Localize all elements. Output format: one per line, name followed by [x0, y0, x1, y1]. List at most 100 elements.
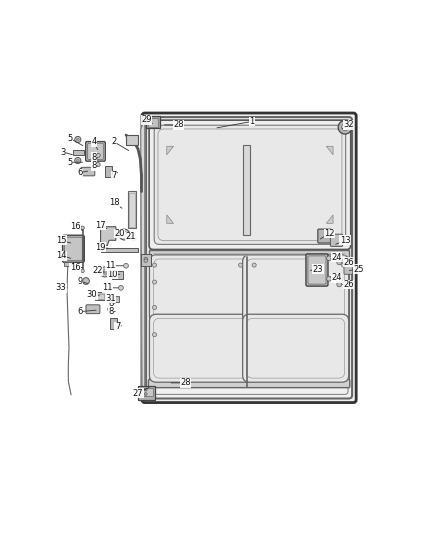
FancyBboxPatch shape — [86, 142, 105, 161]
Bar — [139, 388, 153, 397]
Bar — [138, 386, 155, 400]
Bar — [141, 254, 152, 266]
Bar — [74, 150, 84, 156]
Bar — [101, 248, 138, 252]
Text: 26: 26 — [343, 280, 354, 289]
Text: 18: 18 — [109, 198, 120, 207]
Text: 8: 8 — [91, 152, 96, 161]
FancyBboxPatch shape — [149, 120, 351, 249]
Bar — [126, 135, 138, 146]
Circle shape — [152, 263, 157, 267]
Bar — [112, 271, 123, 279]
Circle shape — [102, 270, 107, 274]
Text: 24: 24 — [331, 253, 342, 262]
Bar — [110, 318, 117, 328]
Text: 1: 1 — [249, 117, 254, 126]
Bar — [149, 251, 349, 256]
Circle shape — [342, 263, 346, 267]
Circle shape — [100, 267, 110, 277]
Circle shape — [119, 229, 130, 240]
Circle shape — [342, 124, 348, 131]
Text: 7: 7 — [115, 322, 120, 332]
Circle shape — [119, 286, 124, 290]
Circle shape — [145, 393, 147, 395]
Circle shape — [144, 259, 148, 262]
Bar — [128, 191, 135, 229]
Text: 6: 6 — [78, 307, 83, 316]
Text: 2: 2 — [112, 138, 117, 147]
Text: 31: 31 — [106, 294, 116, 303]
Polygon shape — [101, 227, 116, 245]
Bar — [108, 296, 119, 302]
FancyBboxPatch shape — [154, 125, 346, 245]
Circle shape — [337, 260, 342, 265]
Circle shape — [77, 159, 79, 162]
Circle shape — [131, 235, 136, 241]
Text: 9: 9 — [78, 277, 83, 286]
Circle shape — [144, 257, 148, 261]
FancyBboxPatch shape — [142, 113, 356, 402]
Circle shape — [152, 305, 157, 310]
FancyBboxPatch shape — [243, 314, 349, 382]
Text: 5: 5 — [67, 134, 73, 143]
FancyBboxPatch shape — [243, 255, 349, 323]
Circle shape — [145, 389, 147, 391]
Text: 19: 19 — [95, 243, 106, 252]
Text: 27: 27 — [133, 389, 143, 398]
Circle shape — [96, 163, 100, 167]
Bar — [95, 292, 105, 301]
Text: 28: 28 — [173, 120, 184, 130]
Circle shape — [108, 298, 112, 302]
Circle shape — [75, 157, 81, 164]
Text: 4: 4 — [91, 138, 96, 147]
Text: 25: 25 — [353, 265, 364, 273]
Text: 22: 22 — [92, 266, 102, 276]
Text: 26: 26 — [343, 258, 354, 267]
Bar — [149, 256, 349, 386]
Circle shape — [152, 280, 157, 284]
Polygon shape — [167, 215, 173, 223]
Polygon shape — [167, 146, 173, 155]
FancyBboxPatch shape — [88, 143, 103, 159]
Text: 20: 20 — [114, 229, 124, 238]
Circle shape — [81, 226, 84, 229]
Bar — [148, 118, 158, 127]
Bar — [146, 116, 160, 128]
Bar — [105, 166, 112, 177]
Text: 14: 14 — [56, 251, 66, 260]
Bar — [129, 193, 134, 227]
Circle shape — [152, 333, 157, 337]
Polygon shape — [326, 146, 333, 155]
FancyBboxPatch shape — [344, 264, 353, 274]
Bar — [243, 144, 250, 235]
Text: 29: 29 — [141, 115, 152, 124]
Bar — [64, 262, 72, 266]
Text: 32: 32 — [343, 120, 354, 130]
Text: 30: 30 — [87, 290, 97, 299]
Text: 16: 16 — [70, 222, 81, 231]
Circle shape — [108, 307, 112, 311]
Circle shape — [338, 120, 352, 134]
Circle shape — [337, 282, 342, 287]
Text: 12: 12 — [325, 229, 335, 238]
Text: 3: 3 — [60, 148, 66, 157]
Text: 11: 11 — [106, 261, 116, 270]
Text: 7: 7 — [111, 171, 117, 180]
Text: 17: 17 — [95, 221, 106, 230]
Text: 16: 16 — [70, 263, 81, 272]
Text: 23: 23 — [312, 265, 323, 273]
Text: 8: 8 — [91, 161, 96, 170]
FancyBboxPatch shape — [330, 234, 343, 246]
Circle shape — [75, 136, 81, 142]
Circle shape — [252, 263, 256, 267]
Text: 15: 15 — [56, 236, 66, 245]
FancyBboxPatch shape — [64, 237, 82, 260]
FancyBboxPatch shape — [149, 255, 252, 323]
Circle shape — [81, 269, 84, 272]
Circle shape — [77, 138, 79, 141]
FancyBboxPatch shape — [148, 379, 350, 387]
FancyBboxPatch shape — [63, 235, 84, 262]
Polygon shape — [141, 119, 145, 400]
Circle shape — [96, 154, 100, 157]
Circle shape — [327, 276, 332, 281]
